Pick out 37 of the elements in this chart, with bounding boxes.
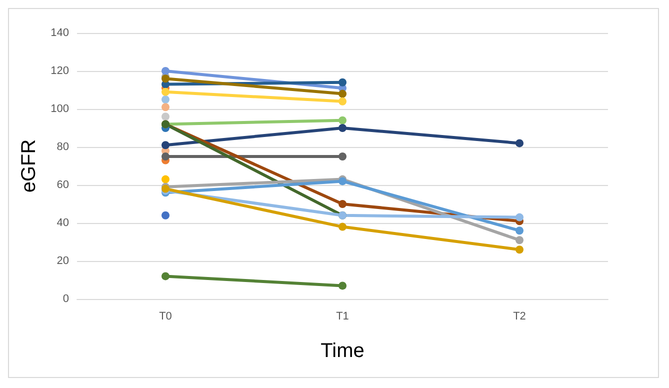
y-axis-title: eGFR: [18, 139, 40, 193]
x-tick-label: T1: [336, 310, 349, 322]
point: [162, 272, 170, 280]
point: [338, 222, 346, 231]
point: [338, 90, 346, 98]
point: [516, 226, 524, 235]
point: [338, 124, 346, 132]
point: [162, 152, 170, 160]
point: [338, 200, 346, 208]
point: [338, 78, 346, 86]
point: [162, 67, 170, 75]
point: [162, 88, 170, 96]
point: [516, 236, 524, 244]
y-tick-label: 0: [62, 293, 69, 305]
point: [162, 96, 170, 104]
point: [162, 103, 170, 112]
point: [516, 213, 524, 222]
point: [338, 152, 346, 160]
point: [162, 141, 170, 150]
y-tick-label: 100: [50, 103, 69, 115]
point: [162, 175, 170, 184]
point: [338, 97, 346, 106]
x-tick-label: T0: [159, 310, 172, 322]
y-tick-label: 80: [56, 141, 69, 153]
y-tick-label: 60: [56, 179, 69, 191]
y-tick-label: 120: [50, 65, 69, 77]
point: [338, 116, 346, 124]
point: [162, 112, 170, 121]
x-axis-title: Time: [320, 340, 364, 362]
y-tick-label: 20: [56, 255, 69, 267]
point: [338, 282, 346, 290]
y-tick-label: 140: [50, 27, 69, 39]
point: [516, 139, 524, 148]
y-tick-label: 40: [56, 217, 69, 229]
point: [516, 246, 524, 254]
point: [162, 211, 170, 220]
x-tick-label: T2: [513, 310, 526, 322]
